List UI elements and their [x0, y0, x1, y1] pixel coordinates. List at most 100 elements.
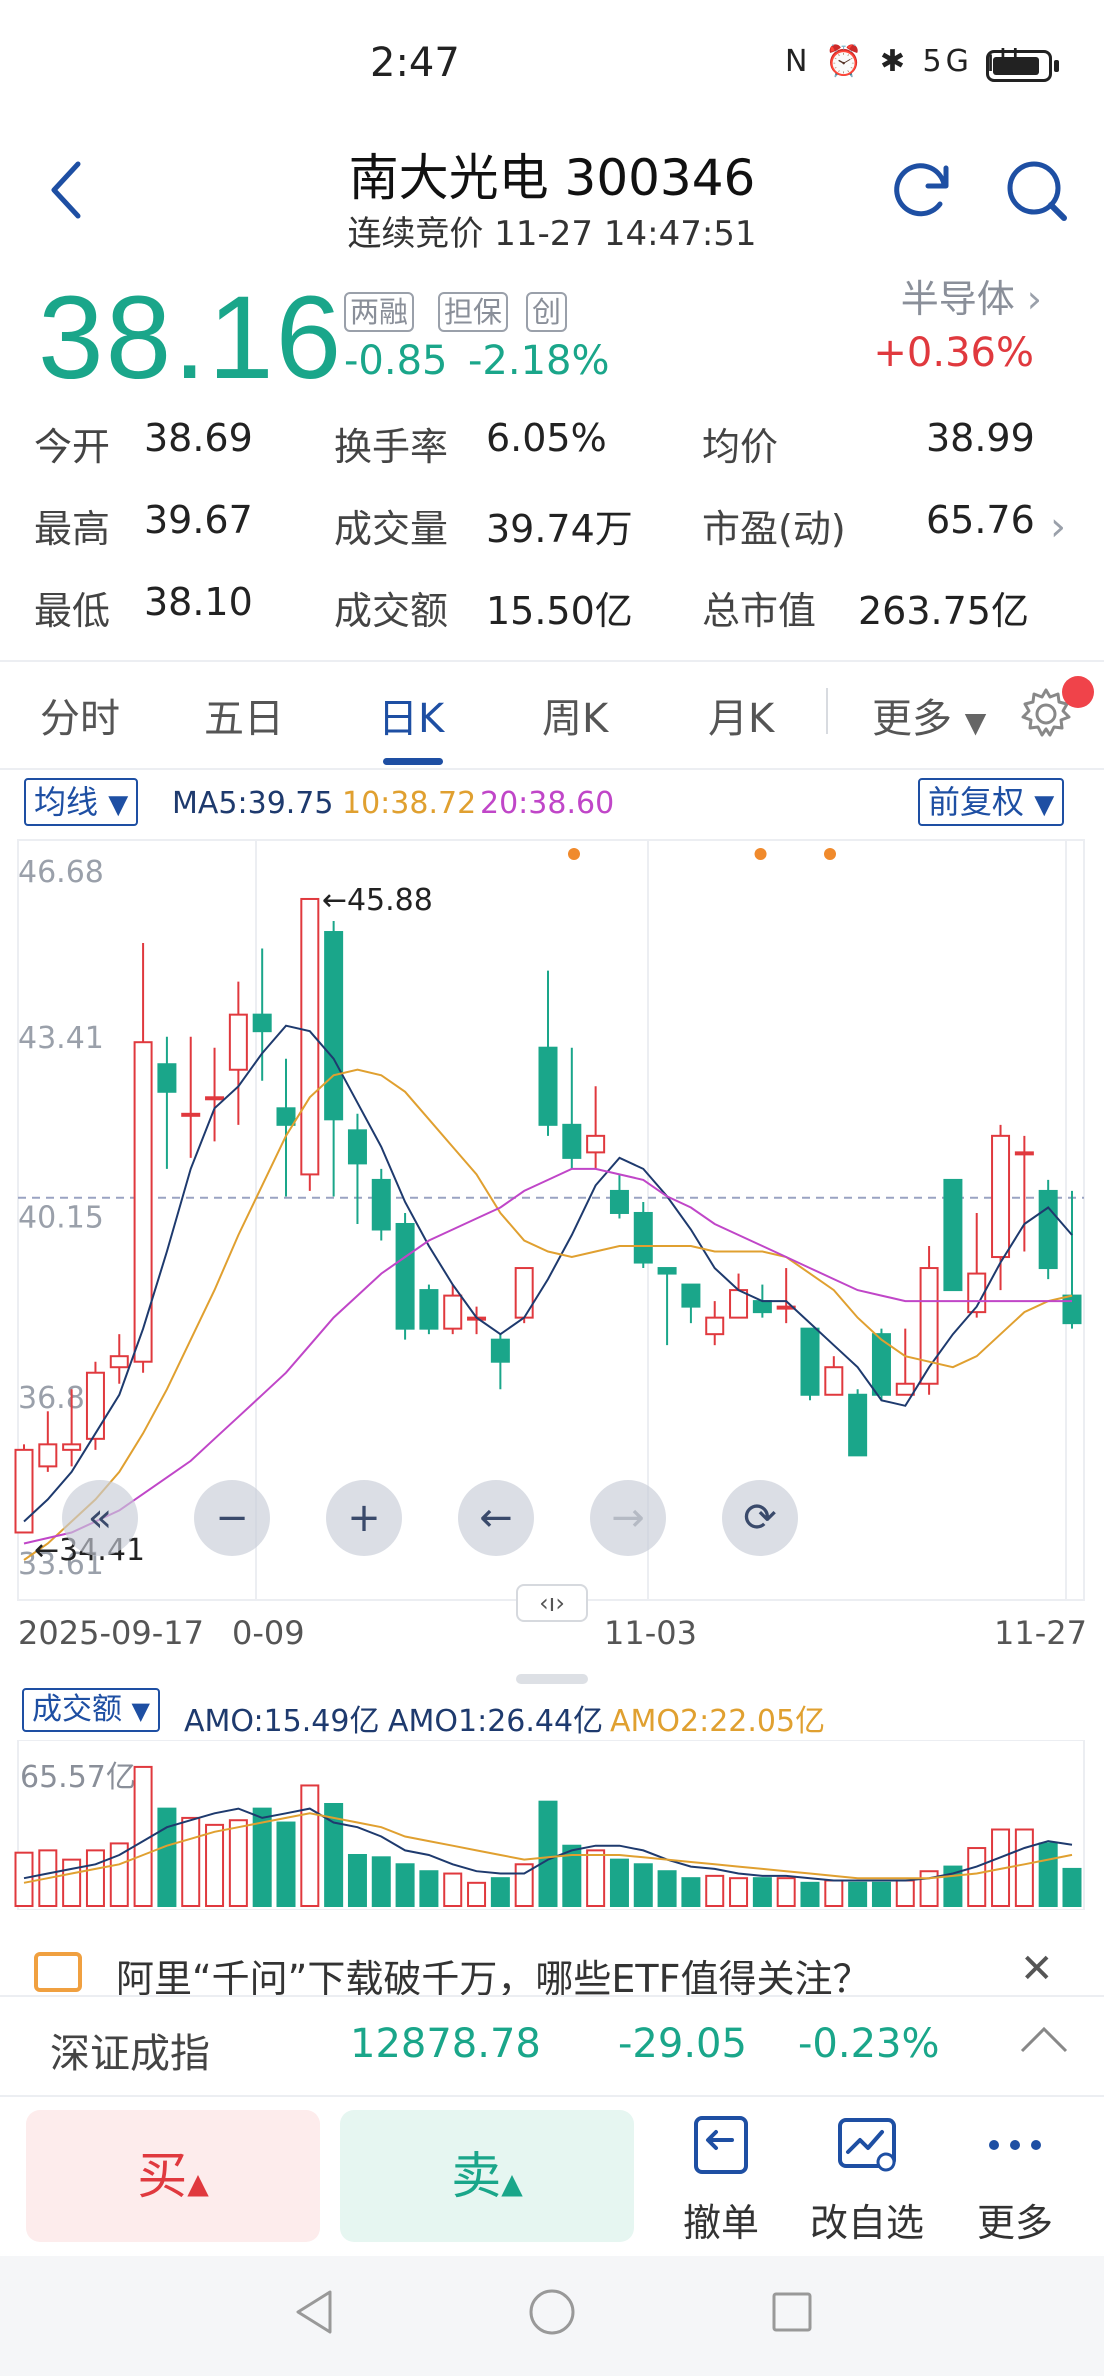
refresh-icon — [894, 163, 949, 217]
candle-down — [943, 1178, 963, 1292]
rotate-button[interactable]: ⟳ — [722, 1480, 798, 1556]
pan-right-button[interactable]: → — [590, 1480, 666, 1556]
buy-label: 买 — [137, 2147, 188, 2205]
y-tick-label: 43.41 — [18, 1021, 104, 1056]
nav-home-icon — [529, 2289, 575, 2335]
refresh-button[interactable] — [882, 150, 962, 230]
amount-bar-up — [62, 1858, 82, 1908]
event-dot — [568, 848, 580, 860]
battery-tip — [1054, 60, 1059, 72]
candle-up — [1014, 1151, 1034, 1156]
more-actions-label: 更多 — [976, 2201, 1053, 2245]
cancel-order-button[interactable]: 撤单 — [646, 2110, 796, 2250]
amount-bar-down — [681, 1877, 701, 1908]
page-title: 南大光电 300346 — [348, 149, 756, 207]
candle-up — [109, 1355, 129, 1369]
amount-bar-up — [181, 1816, 201, 1907]
nav-recents-button[interactable] — [764, 2284, 820, 2344]
index-ticker[interactable]: 深证成指 12878.78 -29.05 -0.23% — [0, 1995, 1104, 2095]
news-banner[interactable]: 阿里“千问”下载破千万，哪些ETF值得关注？ ✕ — [0, 1940, 1104, 2000]
search-button[interactable] — [996, 150, 1076, 230]
candle-down — [538, 1046, 558, 1126]
x-tick-start: 2025-09-17 — [18, 1614, 204, 1652]
more-actions-button[interactable]: 更多 — [940, 2110, 1090, 2250]
candle-down — [490, 1338, 510, 1363]
panel-resize-handle[interactable] — [516, 1674, 588, 1684]
tab-five-day[interactable]: 五日 — [204, 696, 284, 742]
chevron-up-icon[interactable] — [1018, 2019, 1070, 2063]
ma-selector[interactable]: 均线 ▼ — [24, 778, 139, 826]
last-price: 38.16 — [38, 272, 344, 404]
caret-down-icon: ▼ — [964, 706, 987, 739]
high-label: 最高 — [34, 507, 111, 551]
candle-up — [919, 1267, 939, 1385]
candle-down — [276, 1107, 296, 1126]
tab-monthly-k[interactable]: 月K — [708, 696, 775, 742]
caret-up-icon: ▲ — [187, 2167, 209, 2200]
zoom-in-button[interactable]: + — [326, 1480, 402, 1556]
status-time: 2:47 — [370, 40, 460, 86]
amount-bar-down — [419, 1870, 439, 1907]
amount-bar-up — [705, 1874, 725, 1908]
sell-button[interactable]: 卖▲ — [340, 2110, 634, 2242]
chevron-right-icon: › — [1026, 277, 1042, 321]
amount-bar-up — [824, 1879, 844, 1907]
indicator-selector-label: 成交额 — [32, 1692, 122, 1727]
nav-back-button[interactable] — [286, 2284, 342, 2344]
tab-weekly-k[interactable]: 周K — [542, 696, 609, 742]
y-tick-label: 40.15 — [18, 1201, 104, 1236]
tag-collateral: 担保 — [438, 292, 509, 332]
back-button[interactable] — [30, 150, 110, 230]
kline-tabs — [0, 660, 1104, 770]
battery-icon — [986, 50, 1052, 82]
pe-value: 65.76 — [926, 498, 1035, 542]
cancel-order-icon — [694, 2116, 748, 2174]
pan-left-button[interactable]: ← — [458, 1480, 534, 1556]
ma-line-20 — [23, 1167, 1072, 1545]
sector-name: 半导体 — [900, 277, 1015, 321]
trade-status: 连续竞价 11-27 14:47:51 — [347, 214, 757, 254]
buy-button[interactable]: 买▲ — [26, 2110, 320, 2242]
tab-daily-k[interactable]: 日K — [378, 696, 445, 742]
amount-bar-up — [895, 1879, 915, 1907]
candle-down — [252, 1013, 272, 1033]
ma20-value: 20:38.60 — [480, 786, 615, 821]
amount-bar-up — [967, 1847, 987, 1907]
news-text: 阿里“千问”下载破千万，哪些ETF值得关注？ — [116, 1957, 871, 2000]
amount-bar-up — [14, 1851, 34, 1908]
adjust-selector[interactable]: 前复权 ▼ — [918, 778, 1065, 826]
amount-chart[interactable] — [0, 1740, 1104, 1910]
chart-drag-handle[interactable]: ‹ı› — [516, 1584, 588, 1622]
ma-selector-label: 均线 — [34, 783, 99, 821]
stats-expand-icon[interactable]: › — [1050, 504, 1066, 550]
amount-bar-down — [347, 1854, 367, 1907]
zoom-reset-button[interactable]: « — [62, 1480, 138, 1556]
chevron-left-icon — [51, 161, 81, 219]
indicator-selector[interactable]: 成交额 ▼ — [22, 1688, 161, 1732]
amo1-value: AMO1:26.44亿 — [388, 1704, 604, 1739]
chart-settings-button[interactable] — [1016, 684, 1076, 748]
sector-link[interactable]: 半导体 › — [901, 268, 1042, 323]
caret-down-icon: ▼ — [108, 790, 129, 820]
close-icon[interactable]: ✕ — [1020, 1946, 1054, 1992]
zoom-out-button[interactable]: − — [194, 1480, 270, 1556]
amount-bar-down — [371, 1856, 391, 1907]
ma10-value: 10:38.72 — [342, 786, 477, 821]
caret-down-icon: ▼ — [1034, 790, 1055, 820]
edit-watchlist-button[interactable]: 改自选 — [792, 2110, 942, 2250]
volume-value: 39.74万 — [486, 507, 633, 551]
turnover-label: 换手率 — [334, 425, 449, 469]
nav-home-button[interactable] — [524, 2284, 580, 2344]
nav-recents-icon — [772, 2292, 812, 2332]
amo1-line — [23, 1807, 1073, 1882]
tab-divider — [826, 688, 828, 734]
amount-bar-down — [800, 1881, 820, 1907]
candle-up — [38, 1443, 58, 1468]
tab-more[interactable]: 更多 ▼ — [872, 686, 986, 744]
nav-back-icon — [296, 2290, 332, 2334]
status-icons: N ⏰ ✱ 5G ıll — [785, 44, 1024, 79]
candle-down — [657, 1267, 677, 1275]
amount-bar-down — [871, 1881, 891, 1907]
tab-intraday[interactable]: 分时 — [40, 696, 120, 742]
